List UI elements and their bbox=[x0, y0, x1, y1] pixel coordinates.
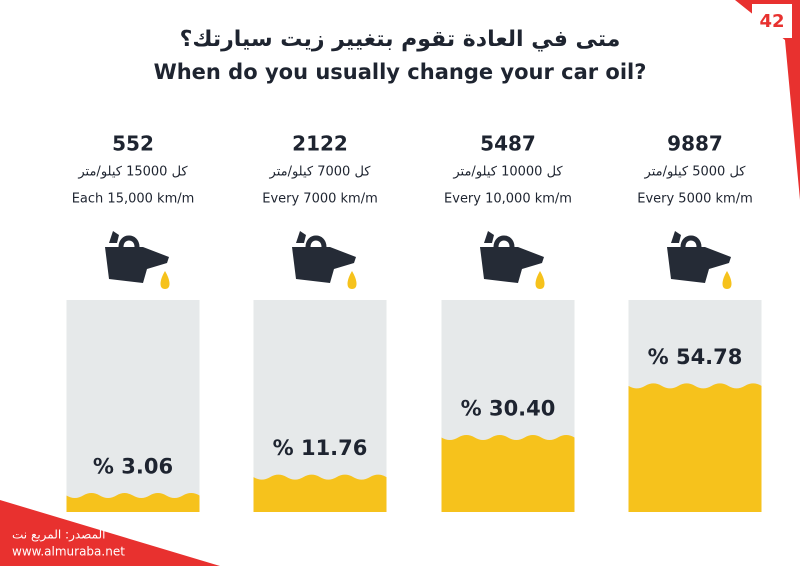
oil-can-part bbox=[292, 247, 356, 283]
oil-can bbox=[480, 231, 545, 289]
oil-can-part bbox=[484, 231, 494, 243]
oil-fill bbox=[441, 435, 575, 512]
source: المصدر: المربع نت bbox=[12, 528, 106, 543]
oil-fill bbox=[253, 474, 387, 512]
category-ar: كل 15000 كيلو/متر bbox=[77, 165, 188, 180]
oil-can-part bbox=[680, 235, 702, 248]
oil-fill bbox=[628, 383, 762, 512]
oil-can-part bbox=[667, 247, 731, 283]
oil-can-part bbox=[480, 247, 544, 283]
category-ar: كل 5000 كيلو/متر bbox=[644, 165, 747, 180]
value-label: % 30.40 bbox=[461, 397, 556, 421]
oil-can-part bbox=[296, 231, 306, 243]
oil-can bbox=[667, 231, 732, 289]
oil-can-part bbox=[722, 271, 732, 289]
value-label: % 3.06 bbox=[93, 455, 173, 479]
page-number-box bbox=[752, 4, 792, 38]
category-ar: كل 10000 كيلو/متر bbox=[452, 165, 563, 180]
website: www.almuraba.net bbox=[12, 545, 125, 559]
page-number: 42 bbox=[759, 11, 784, 32]
category-en: Every 7000 km/m bbox=[262, 192, 378, 207]
oil-can-part bbox=[305, 235, 327, 248]
corner-decoration bbox=[0, 500, 220, 566]
corner-decoration bbox=[735, 0, 800, 200]
category-ar: كل 7000 كيلو/متر bbox=[269, 165, 372, 180]
oil-can-part bbox=[160, 271, 170, 289]
count: 9887 bbox=[667, 132, 723, 156]
value-label: % 54.78 bbox=[648, 345, 743, 369]
chart-title: متى في العادة تقوم بتغيير زيت سيارتك؟ bbox=[180, 27, 621, 52]
oil-can-part bbox=[347, 271, 357, 289]
oil-can-part bbox=[535, 271, 545, 289]
value-label: % 11.76 bbox=[273, 436, 368, 460]
count: 5487 bbox=[480, 132, 536, 156]
oil-can-part bbox=[109, 231, 119, 243]
chart-subtitle: When do you usually change your car oil? bbox=[154, 60, 647, 84]
category-en: Every 10,000 km/m bbox=[444, 192, 572, 207]
oil-can bbox=[105, 231, 170, 289]
category-en: Each 15,000 km/m bbox=[72, 192, 195, 207]
oil-can bbox=[292, 231, 357, 289]
oil-can-part bbox=[105, 247, 169, 283]
oil-can-part bbox=[493, 235, 515, 248]
count: 2122 bbox=[292, 132, 348, 156]
oil-can-part bbox=[118, 235, 140, 248]
container bbox=[66, 300, 200, 512]
count: 552 bbox=[112, 132, 154, 156]
oil-fill bbox=[66, 493, 200, 512]
oil-can-part bbox=[671, 231, 681, 243]
category-en: Every 5000 km/m bbox=[637, 192, 753, 207]
